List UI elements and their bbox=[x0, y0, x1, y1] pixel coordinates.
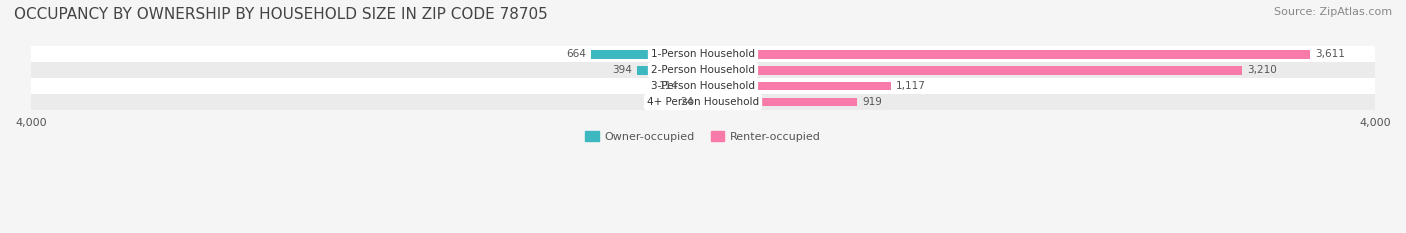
Text: 2-Person Household: 2-Person Household bbox=[651, 65, 755, 75]
Bar bbox=[637, 66, 703, 75]
Text: 114: 114 bbox=[659, 81, 679, 91]
Bar bbox=[592, 50, 703, 58]
Bar bbox=[703, 98, 858, 106]
Bar bbox=[703, 50, 1310, 58]
Text: Source: ZipAtlas.com: Source: ZipAtlas.com bbox=[1274, 7, 1392, 17]
Text: 4+ Person Household: 4+ Person Household bbox=[647, 97, 759, 107]
Text: 394: 394 bbox=[612, 65, 631, 75]
Bar bbox=[703, 66, 1243, 75]
Text: 3-Person Household: 3-Person Household bbox=[651, 81, 755, 91]
Text: OCCUPANCY BY OWNERSHIP BY HOUSEHOLD SIZE IN ZIP CODE 78705: OCCUPANCY BY OWNERSHIP BY HOUSEHOLD SIZE… bbox=[14, 7, 548, 22]
Bar bbox=[31, 62, 1375, 78]
Bar bbox=[699, 98, 703, 106]
Text: 664: 664 bbox=[567, 49, 586, 59]
Bar bbox=[31, 46, 1375, 62]
Bar bbox=[683, 82, 703, 90]
Bar bbox=[31, 78, 1375, 94]
Text: 1-Person Household: 1-Person Household bbox=[651, 49, 755, 59]
Bar bbox=[703, 82, 891, 90]
Legend: Owner-occupied, Renter-occupied: Owner-occupied, Renter-occupied bbox=[581, 127, 825, 146]
Text: 1,117: 1,117 bbox=[896, 81, 925, 91]
Text: 3,611: 3,611 bbox=[1315, 49, 1344, 59]
Text: 24: 24 bbox=[681, 97, 695, 107]
Text: 919: 919 bbox=[862, 97, 883, 107]
Text: 3,210: 3,210 bbox=[1247, 65, 1277, 75]
Bar bbox=[31, 94, 1375, 110]
